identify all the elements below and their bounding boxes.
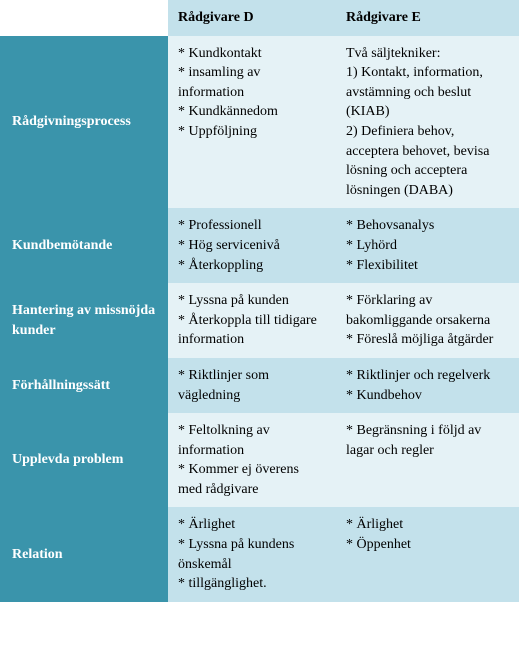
header-corner [0, 0, 168, 36]
cell-e-0: Två säljtekniker: 1) Kontakt, informatio… [336, 36, 519, 209]
row-label-forhallningssatt: Förhållningssätt [0, 358, 168, 413]
row-label-kundbemotande: Kundbemötande [0, 208, 168, 283]
table-header-row: Rådgivare D Rådgivare E [0, 0, 519, 36]
table-row: Hantering av missnöjda kunder * Lyssna p… [0, 283, 519, 358]
cell-d-3: * Riktlinjer som vägledning [168, 358, 336, 413]
table-row: Upplevda problem * Feltolkning av inform… [0, 413, 519, 507]
cell-e-1: * Behovsanalys * Lyhörd * Flexibilitet [336, 208, 519, 283]
table-row: Kundbemötande * Professionell * Hög serv… [0, 208, 519, 283]
comparison-table: Rådgivare D Rådgivare E Rådgivningsproce… [0, 0, 519, 602]
cell-e-5: * Ärlighet * Öppenhet [336, 507, 519, 601]
cell-e-2: * Förklaring av bakomliggande orsakerna … [336, 283, 519, 358]
table-row: Förhållningssätt * Riktlinjer som vägled… [0, 358, 519, 413]
row-label-hantering-missnojda: Hantering av missnöjda kunder [0, 283, 168, 358]
cell-d-2: * Lyssna på kunden * Återkoppla till tid… [168, 283, 336, 358]
row-label-radgivningsprocess: Rådgivningsprocess [0, 36, 168, 209]
cell-d-5: * Ärlighet * Lyssna på kundens önskemål … [168, 507, 336, 601]
row-label-upplevda-problem: Upplevda problem [0, 413, 168, 507]
header-col-d: Rådgivare D [168, 0, 336, 36]
cell-d-4: * Feltolkning av information * Kommer ej… [168, 413, 336, 507]
cell-e-3: * Riktlinjer och regelverk * Kundbehov [336, 358, 519, 413]
cell-d-0: * Kundkontakt * insamling av information… [168, 36, 336, 209]
table-row: Relation * Ärlighet * Lyssna på kundens … [0, 507, 519, 601]
cell-d-1: * Professionell * Hög servicenivå * Åter… [168, 208, 336, 283]
cell-e-4: * Begränsning i följd av lagar och regle… [336, 413, 519, 507]
row-label-relation: Relation [0, 507, 168, 601]
table-row: Rådgivningsprocess * Kundkontakt * insam… [0, 36, 519, 209]
header-col-e: Rådgivare E [336, 0, 519, 36]
